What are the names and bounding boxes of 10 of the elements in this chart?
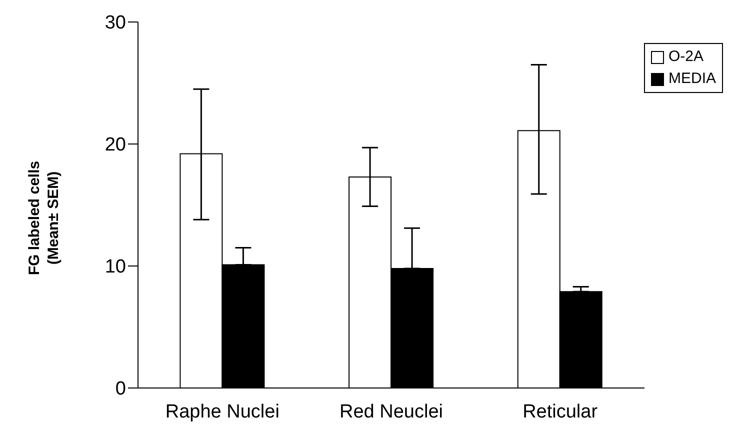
y-tick-label: 10 [104, 256, 126, 278]
legend-label: MEDIA [667, 69, 716, 89]
y-axis-title: FG labeled cells (Mean± SEM) [26, 160, 62, 276]
x-tick-label: Raphe Nuclei [165, 401, 280, 422]
y-tick-label: 0 [115, 378, 126, 400]
legend-label: O-2A [667, 47, 704, 67]
y-tick-label: 30 [104, 12, 126, 34]
x-tick-label: Reticular [522, 401, 598, 422]
y-tick-label: 20 [104, 134, 126, 156]
x-tick-label: Red Neuclei [339, 401, 443, 422]
